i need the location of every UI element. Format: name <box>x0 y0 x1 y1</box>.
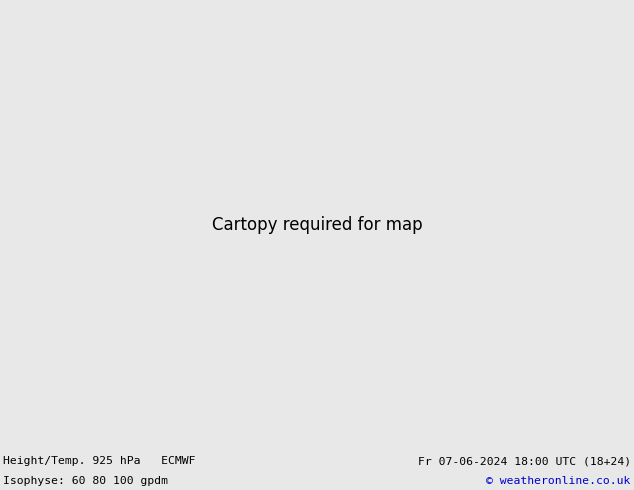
Text: Fr 07-06-2024 18:00 UTC (18+24): Fr 07-06-2024 18:00 UTC (18+24) <box>418 456 631 466</box>
Text: Cartopy required for map: Cartopy required for map <box>212 216 422 234</box>
Text: © weatheronline.co.uk: © weatheronline.co.uk <box>486 476 631 486</box>
Text: Height/Temp. 925 hPa   ECMWF: Height/Temp. 925 hPa ECMWF <box>3 456 196 466</box>
Text: Isophyse: 60 80 100 gpdm: Isophyse: 60 80 100 gpdm <box>3 476 168 486</box>
